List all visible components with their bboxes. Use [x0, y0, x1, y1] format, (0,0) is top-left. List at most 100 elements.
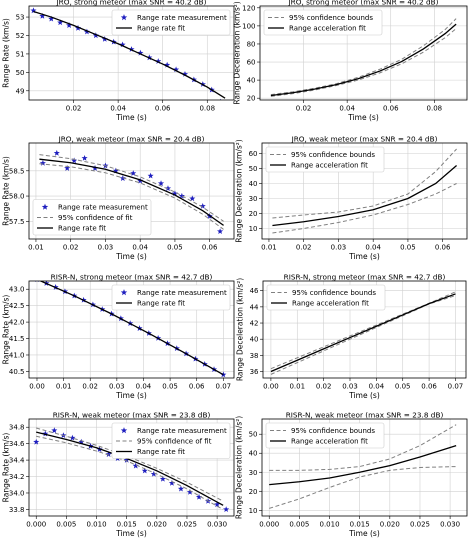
y-axis-label: Range Rate (km/s) — [2, 18, 11, 88]
y-axis-label: Range Deceleration (km/s²) — [236, 278, 245, 381]
chart-panel-2: JRO, strong meteor (max SNR = 40.2 dB) 0.… — [233, 0, 468, 122]
measurement-star-marker — [71, 157, 78, 164]
x-tick-label: 0.06 — [383, 105, 399, 113]
x-tick-label: 0.01 — [28, 244, 44, 252]
x-tick-label: 0.06 — [435, 244, 451, 252]
legend-entry-label: Range rate fit — [137, 448, 185, 456]
y-tick-label: 60 — [249, 150, 258, 158]
plot-area — [270, 18, 457, 97]
y-tick-label: 53 — [16, 14, 25, 22]
legend-star-marker — [120, 427, 128, 434]
y-tick-label: 20 — [249, 488, 258, 496]
y-tick-label: 100 — [242, 22, 255, 30]
y-tick-label: 57.5 — [9, 218, 25, 226]
x-axis-label: Time (s) — [115, 252, 147, 261]
y-tick-label: 34.2 — [9, 473, 25, 481]
chart-title: JRO, strong meteor (max SNR = 40.2 dB) — [288, 0, 439, 7]
y-tick-label: 40 — [249, 180, 258, 188]
y-tick-label: 46 — [250, 287, 259, 295]
legend-entry-label: Range rate measurement — [58, 204, 148, 212]
chart-title: RISR-N, weak meteor (max SNR = 23.8 dB) — [286, 411, 444, 420]
plot-area — [30, 7, 226, 100]
y-tick-label: 20 — [249, 210, 258, 218]
y-tick-label: 40.5 — [9, 368, 25, 376]
x-tick-label: 0.04 — [110, 105, 126, 113]
legend-entry-label: Range acceleration fit — [289, 25, 366, 33]
measurement-star-marker — [57, 19, 64, 26]
measurement-star-marker — [150, 470, 157, 477]
legend-box — [111, 284, 231, 311]
plot-frame — [28, 280, 235, 379]
legend-entry-label: 95% confidence bounds — [292, 289, 376, 297]
legend-entry-label: Range acceleration fit — [292, 300, 369, 308]
legend-box — [32, 199, 152, 236]
measurement-star-marker — [157, 180, 165, 187]
legend: Range rate measurement Range rate fit — [111, 9, 231, 36]
x-tick-label: 0.02 — [63, 244, 79, 252]
measurement-star-marker — [220, 98, 222, 100]
x-tick-label: 0.02 — [66, 105, 82, 113]
y-tick-label: 43.0 — [9, 286, 25, 294]
measurement-star-marker — [168, 479, 175, 486]
fit-line — [272, 165, 458, 227]
measurement-star-marker — [33, 438, 40, 445]
legend: 95% confidence bounds Range acceleration … — [265, 146, 385, 173]
measurement-star-marker — [141, 467, 148, 474]
confidence-bound-line — [272, 183, 457, 234]
x-tick-label: 0.020 — [380, 521, 400, 529]
y-tick-label: 42 — [250, 320, 259, 328]
x-tick-label: 0.04 — [136, 383, 152, 391]
x-tick-label: 0.06 — [189, 383, 205, 391]
y-tick-label: 42.5 — [9, 302, 25, 310]
fit-line — [39, 281, 224, 376]
x-tick-label: 0.025 — [177, 521, 197, 529]
x-tick-label: 0.04 — [365, 244, 381, 252]
y-tick-label: 120 — [242, 4, 255, 12]
y-axis-label: Range Rate (km/s) — [2, 433, 11, 503]
plot-frame — [28, 142, 235, 240]
y-tick-label: 20 — [247, 95, 256, 103]
x-tick-label: 0.01 — [261, 244, 277, 252]
legend-star-marker — [120, 289, 128, 296]
plot-area — [269, 424, 457, 509]
x-tick-label: 0.03 — [109, 383, 125, 391]
chart-panel-5: RISR-N, strong meteor (max SNR = 42.7 dB… — [2, 273, 235, 400]
measurement-star-marker — [178, 192, 185, 199]
plot-area — [272, 148, 458, 234]
legend: 95% confidence bounds Range acceleration … — [263, 9, 383, 36]
chart-title: JRO, weak meteor (max SNR = 20.4 dB) — [291, 135, 438, 144]
measurement-star-marker — [147, 172, 154, 179]
y-tick-label: 44 — [250, 303, 259, 311]
fit-line — [269, 445, 457, 486]
plot-frame — [28, 5, 235, 101]
x-tick-label: 0.05 — [167, 244, 183, 252]
x-tick-label: 0.08 — [427, 105, 443, 113]
x-tick-label: 0.00 — [29, 383, 45, 391]
chart-panel-7: RISR-N, weak meteor (max SNR = 23.8 dB) 0… — [2, 411, 235, 538]
x-tick-label: 0.030 — [440, 521, 460, 529]
measurement-star-marker — [189, 195, 196, 202]
x-tick-label: 0.05 — [395, 383, 411, 391]
y-tick-label: 49 — [16, 87, 25, 95]
y-tick-label: 34.4 — [9, 457, 25, 465]
x-tick-label: 0.005 — [289, 521, 309, 529]
measurement-star-marker — [66, 22, 73, 28]
y-tick-label: 58.0 — [9, 193, 25, 201]
legend-box — [265, 422, 385, 449]
legend-entry-label: Range rate fit — [58, 225, 106, 233]
measurement-star-marker — [164, 185, 172, 192]
x-tick-label: 0.04 — [132, 244, 148, 252]
x-tick-label: 0.020 — [147, 521, 167, 529]
y-tick-label: 34.0 — [9, 489, 25, 497]
x-tick-label: 0.06 — [155, 105, 171, 113]
x-axis-label: Time (s) — [115, 391, 147, 400]
legend-box — [266, 284, 386, 311]
fit-line — [36, 431, 224, 506]
measurement-star-marker — [199, 202, 206, 209]
legend: Range rate measurement Range rate fit — [111, 284, 231, 311]
plot-frame — [28, 418, 235, 517]
x-tick-label: 0.015 — [117, 521, 137, 529]
x-tick-label: 0.06 — [202, 244, 218, 252]
measurement-star-marker — [123, 456, 130, 463]
